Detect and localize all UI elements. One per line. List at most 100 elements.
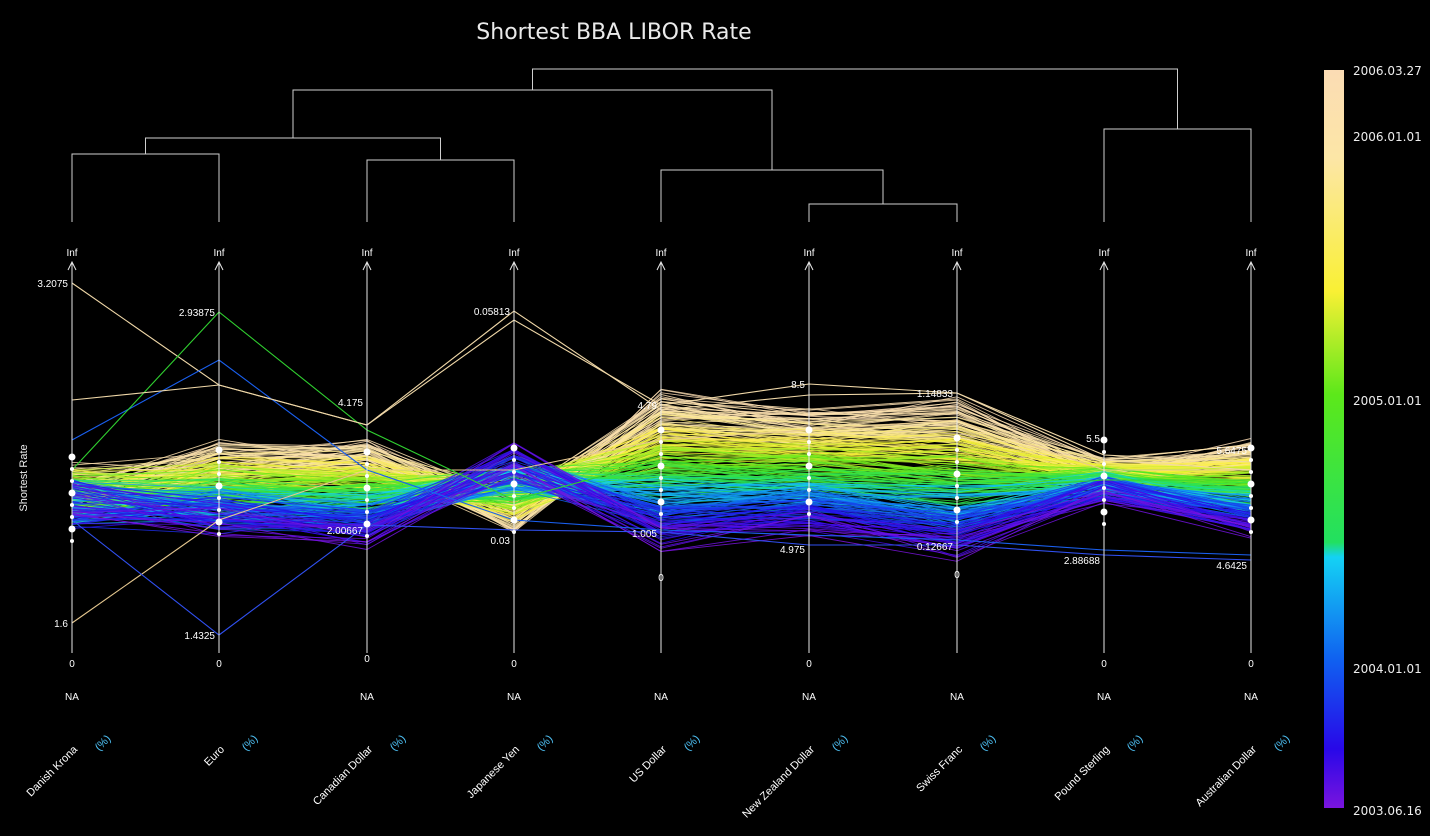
axis-na-label: NA [802,692,816,703]
axis-min-label: 1.4325 [184,631,215,642]
axis-name-group: Japanese Yen (%) [465,733,556,801]
colorbar-tick-label: 2006.03.27 [1353,64,1422,78]
axis-min-label: 1.005 [632,529,657,540]
axis-marker [659,488,663,492]
axis-marker [363,448,371,456]
axis-name-group: Australian Dollar (%) [1194,733,1293,809]
axis-marker [363,520,371,528]
axis-zero-label: 0 [1101,659,1107,670]
axis-name-group: Canadian Dollar (%) [311,733,409,808]
axis-zero-label: 0 [69,659,75,670]
axis-na-label: NA [1244,692,1258,703]
axis-marker [657,426,665,434]
axis-marker [659,476,663,480]
axis-marker [1249,506,1253,510]
axis-max-label: 1.14833 [917,389,954,400]
axis-top-label: Inf [803,248,814,259]
axis-na-label: NA [360,692,374,703]
axis-min-label: 1.6 [54,619,68,630]
axis-marker [1100,472,1108,480]
axis-zero-label: 0 [216,659,222,670]
axis-marker [955,448,959,452]
axis-marker [657,462,665,470]
axis-zero-label: 0 [364,654,370,665]
axis-marker [363,484,371,492]
axis-marker [1249,494,1253,498]
axis-marker [365,498,369,502]
axis-min-label: 2.88688 [1064,556,1101,567]
axis-na-label: NA [950,692,964,703]
axis-marker [365,474,369,478]
axis-min-label: 2.00667 [327,526,364,537]
axis-arrow [1246,260,1256,271]
axis-marker [217,532,221,536]
axis-canadian-dollar: Inf 4.175 2.00667 0 NA Canadian Dollar (%) [311,248,409,808]
axis-max-label: 5.5 [1086,434,1100,445]
axis-name: Swiss Franc [914,743,965,794]
axis-top-label: Inf [66,248,77,259]
dendro-usd-group [660,169,884,222]
axis-zero-label: 0 [511,659,517,670]
dendro-cad-yen [366,159,515,222]
axis-pound-sterling: Inf 5.5 2.88688 0 NA Pound Sterling (%) [1053,248,1146,804]
axis-arrow [804,260,814,271]
axis-marker [807,488,811,492]
axis-unit: (%) [1272,733,1293,754]
axis-name-group: Euro (%) [202,733,260,769]
axis-marker [510,444,518,452]
axis-arrow [67,260,77,271]
colorbar-tick-label: 2003.06.16 [1353,804,1422,818]
axis-top-label: Inf [951,248,962,259]
axis-marker [953,470,961,478]
axis-zero-label: 0 [954,570,960,581]
axis-marker [1102,522,1106,526]
axis-marker [215,518,223,526]
axis-min-label: 4.975 [780,545,805,556]
axis-unit: (%) [1125,733,1146,754]
axis-marker [1249,530,1253,534]
axis-name: Danish Krona [25,743,81,799]
axis-marker [68,453,76,461]
axis-marker [510,480,518,488]
axis-max-label: 5.6475 [1216,446,1247,457]
axis-name: Canadian Dollar [311,743,376,808]
axis-max-label: 3.2075 [37,279,68,290]
axis-top-label: Inf [508,248,519,259]
axis-name: Australian Dollar [1194,743,1260,809]
axis-marker [68,525,76,533]
axis-marker [659,440,663,444]
axis-max-label: 4.79 [638,401,658,412]
axis-marker [955,460,959,464]
axis-marker [215,482,223,490]
axis-marker [1102,450,1106,454]
axis-marker [955,484,959,488]
dendrogram [71,68,1252,222]
axis-min-label: 0.03 [491,536,511,547]
axis-marker [365,534,369,538]
axis-unit: (%) [682,733,703,754]
axis-marker [1102,498,1106,502]
axis-zero-label: 0 [658,573,664,584]
axis-max-label: 8.5 [791,380,805,391]
colorbar-tick-label: 2006.01.01 [1353,130,1422,144]
axis-name: New Zealand Dollar [740,743,817,820]
axis-marker [955,520,959,524]
axis-marker [1247,516,1255,524]
axis-marker [512,494,516,498]
axis-name: Pound Sterling [1053,744,1113,804]
colorbar-tick-label: 2005.01.01 [1353,394,1422,408]
axis-marker [1102,486,1106,490]
axis-marker [657,498,665,506]
axis-marker [805,498,813,506]
axis-zero-label: 0 [806,659,812,670]
axis-name-group: Danish Krona (%) [25,733,114,799]
axis-na-label: NA [65,692,79,703]
axis-marker [70,503,74,507]
axis-name-group: US Dollar (%) [627,733,703,785]
dendro-main-left [292,89,773,170]
axis-marker [953,434,961,442]
axis-name: Japanese Yen [465,744,522,801]
dendro-root [532,68,1178,129]
axis-marker [512,530,516,534]
